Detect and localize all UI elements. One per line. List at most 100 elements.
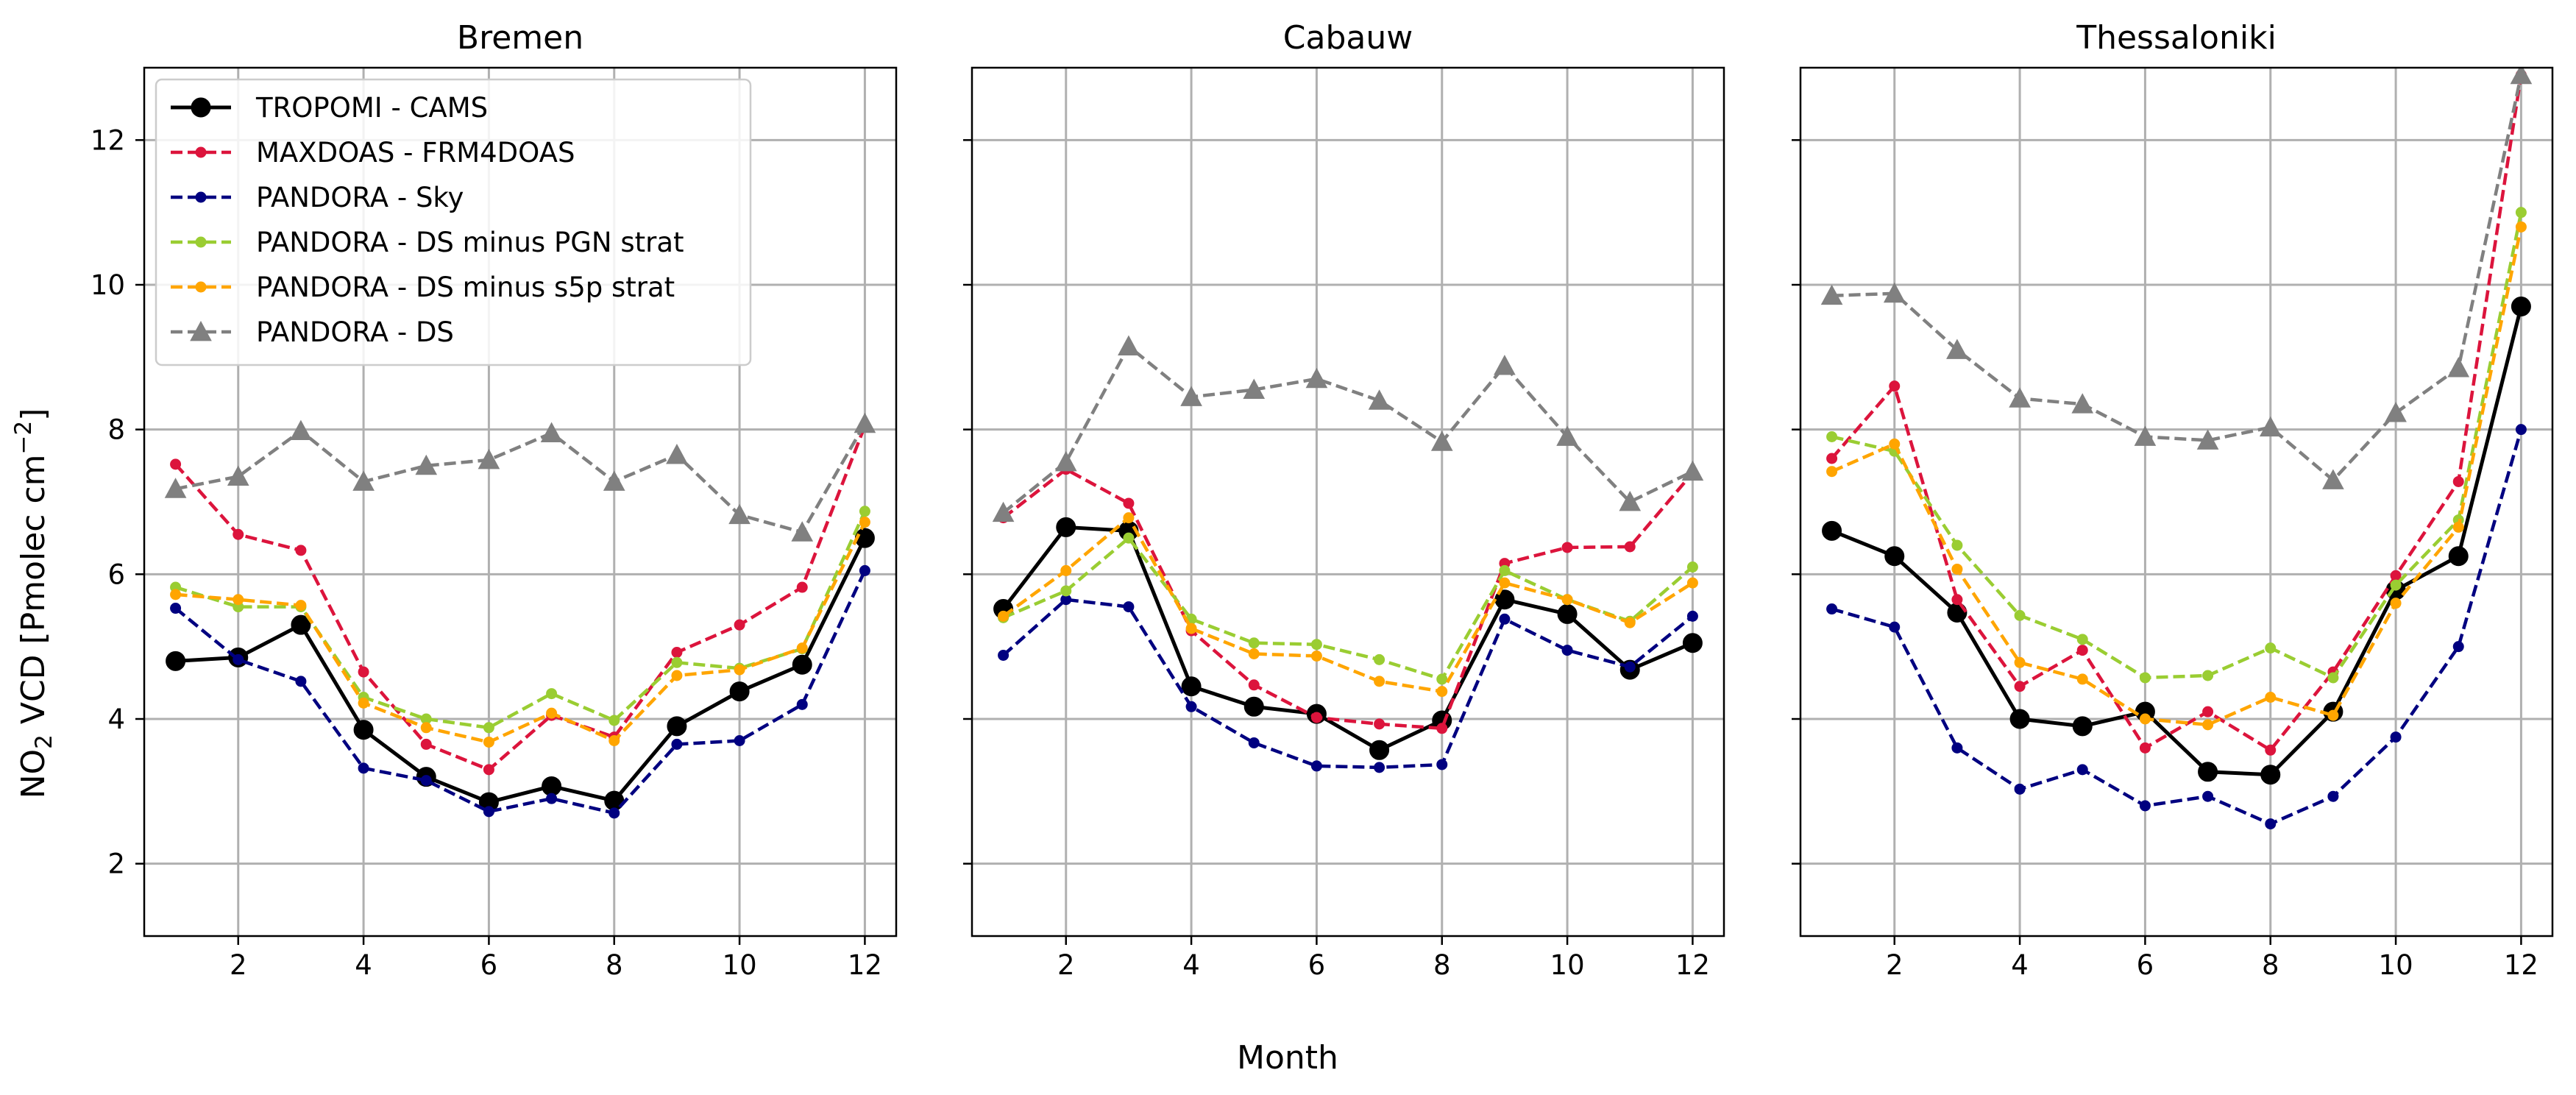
point-pandora-ds-minus-pgn-strat-6: [1310, 639, 1322, 651]
point-pandora-ds-minus-s5p-strat-5: [420, 722, 432, 734]
point-pandora-ds-minus-s5p-strat-6: [2139, 713, 2151, 725]
point-pandora-ds-minus-pgn-strat-7: [546, 688, 558, 700]
point-pandora-ds-minus-pgn-strat-12: [1686, 561, 1698, 573]
point-pandora-ds-minus-s5p-strat-7: [546, 707, 558, 719]
point-pandora-sky-9: [671, 738, 683, 750]
legend-label: PANDORA - DS minus PGN strat: [256, 227, 684, 258]
x-tick-label: 12: [2504, 949, 2538, 981]
legend-item-tropomi-cams: TROPOMI - CAMS: [171, 92, 488, 124]
legend-marker: [190, 320, 212, 341]
point-pandora-ds-9: [1494, 355, 1516, 375]
point-pandora-sky-6: [1310, 760, 1322, 772]
point-pandora-sky-9: [2327, 790, 2339, 802]
legend-marker: [195, 146, 207, 158]
series-group-thessaloniki: [1820, 68, 2533, 830]
point-pandora-sky-2: [1889, 621, 1901, 633]
point-pandora-sky-7: [2202, 790, 2214, 802]
point-pandora-sky-1: [170, 603, 182, 614]
point-tropomi-cams-4: [2009, 709, 2030, 729]
point-pandora-ds-12: [2510, 68, 2533, 85]
point-pandora-ds-minus-s5p-strat-8: [1436, 686, 1448, 698]
y-tick-label: 12: [91, 124, 125, 156]
point-pandora-ds-minus-pgn-strat-9: [2327, 672, 2339, 684]
point-tropomi-cams-10: [729, 681, 750, 702]
y-tick-label: 2: [107, 848, 125, 880]
series-line-pandora-ds-minus-s5p-strat: [175, 521, 867, 744]
point-pandora-sky-5: [2076, 764, 2088, 776]
point-maxdoas-frm4doas-6: [483, 764, 494, 776]
point-pandora-sky-12: [859, 564, 870, 576]
point-pandora-ds-minus-s5p-strat-5: [2076, 673, 2088, 685]
point-pandora-ds-2: [1054, 450, 1077, 472]
point-pandora-ds-1: [164, 478, 187, 498]
point-pandora-sky-8: [2265, 818, 2277, 830]
series-line-tropomi-cams: [175, 537, 867, 804]
point-pandora-ds-minus-s5p-strat-4: [2014, 656, 2026, 668]
point-pandora-sky-4: [358, 762, 369, 774]
legend-item-pandora-ds-minus-pgn-strat: PANDORA - DS minus PGN strat: [171, 227, 684, 258]
point-pandora-sky-10: [1561, 645, 1573, 656]
series-line-pandora-ds: [175, 422, 867, 534]
point-maxdoas-frm4doas-4: [2014, 681, 2026, 692]
point-pandora-ds-minus-s5p-strat-11: [1624, 617, 1636, 628]
point-maxdoas-frm4doas-5: [1248, 679, 1260, 691]
point-maxdoas-frm4doas-9: [671, 647, 683, 659]
point-pandora-ds-10: [2385, 401, 2407, 422]
series-line-maxdoas-frm4doas: [174, 425, 867, 772]
legend-marker: [191, 97, 211, 118]
y-tick-label: 4: [107, 704, 125, 735]
point-pandora-ds-minus-s5p-strat-4: [358, 697, 369, 709]
series-line-pandora-sky: [1831, 429, 2523, 826]
point-pandora-ds-minus-s5p-strat-11: [2452, 521, 2464, 533]
point-pandora-ds-minus-pgn-strat-3: [1123, 532, 1135, 544]
legend-item-pandora-ds-minus-s5p-strat: PANDORA - DS minus s5p strat: [171, 272, 675, 303]
series-line-maxdoas-frm4doas: [1002, 467, 1695, 731]
point-pandora-ds-minus-s5p-strat-10: [2390, 598, 2402, 609]
point-pandora-ds-minus-pgn-strat-10: [2390, 579, 2402, 591]
point-pandora-ds-12: [1681, 460, 1704, 481]
point-pandora-sky-12: [1686, 610, 1698, 622]
series-group-cabauw: [992, 335, 1704, 773]
point-maxdoas-frm4doas-7: [1374, 718, 1385, 730]
point-pandora-ds-minus-pgn-strat-9: [671, 656, 683, 668]
legend: TROPOMI - CAMS MAXDOAS - FRM4DOAS PANDORA …: [155, 78, 752, 366]
panel-title-thessaloniki: Thessaloniki: [2076, 19, 2277, 57]
point-tropomi-cams-3: [291, 614, 311, 635]
point-pandora-ds-minus-s5p-strat-1: [1826, 466, 1838, 478]
x-tick-label: 8: [606, 949, 623, 981]
x-tick-label: 2: [1886, 949, 1903, 981]
x-tick-label: 4: [2011, 949, 2029, 981]
point-pandora-ds-11: [791, 521, 814, 542]
point-pandora-ds-5: [1243, 378, 1266, 399]
point-tropomi-cams-7: [2198, 762, 2218, 782]
point-pandora-ds-7: [540, 422, 563, 442]
point-maxdoas-frm4doas-4: [358, 666, 369, 678]
point-tropomi-cams-5: [2072, 716, 2093, 737]
point-pandora-ds-7: [2196, 429, 2219, 450]
point-pandora-ds-4: [1180, 386, 1202, 406]
x-tick-label: 6: [2137, 949, 2154, 981]
point-maxdoas-frm4doas-10: [1561, 542, 1573, 553]
y-axis-label: NO2 VCD [Pmolec cm−2]: [10, 408, 57, 799]
x-tick-label: 4: [355, 949, 372, 981]
x-tick-label: 8: [2262, 949, 2279, 981]
point-pandora-ds-minus-pgn-strat-8: [2265, 642, 2277, 654]
point-pandora-ds-minus-s5p-strat-9: [2327, 709, 2339, 721]
point-pandora-sky-11: [796, 698, 808, 710]
point-pandora-ds-7: [1368, 389, 1391, 410]
y-tick-label: 10: [91, 269, 125, 301]
point-pandora-ds-minus-s5p-strat-4: [1185, 623, 1197, 634]
point-pandora-sky-10: [2390, 731, 2402, 743]
point-pandora-ds-minus-pgn-strat-12: [859, 506, 870, 517]
x-tick-label: 8: [1433, 949, 1451, 981]
point-pandora-ds-12: [854, 412, 876, 433]
point-pandora-ds-minus-s5p-strat-3: [1123, 512, 1135, 524]
panel-title-bremen: Bremen: [457, 19, 583, 57]
point-pandora-ds-11: [2447, 357, 2470, 378]
point-pandora-ds-minus-s5p-strat-2: [1889, 438, 1901, 450]
point-pandora-sky-3: [295, 676, 307, 687]
point-maxdoas-frm4doas-11: [1624, 541, 1636, 553]
point-tropomi-cams-11: [792, 654, 812, 675]
point-maxdoas-frm4doas-6: [2139, 742, 2151, 754]
